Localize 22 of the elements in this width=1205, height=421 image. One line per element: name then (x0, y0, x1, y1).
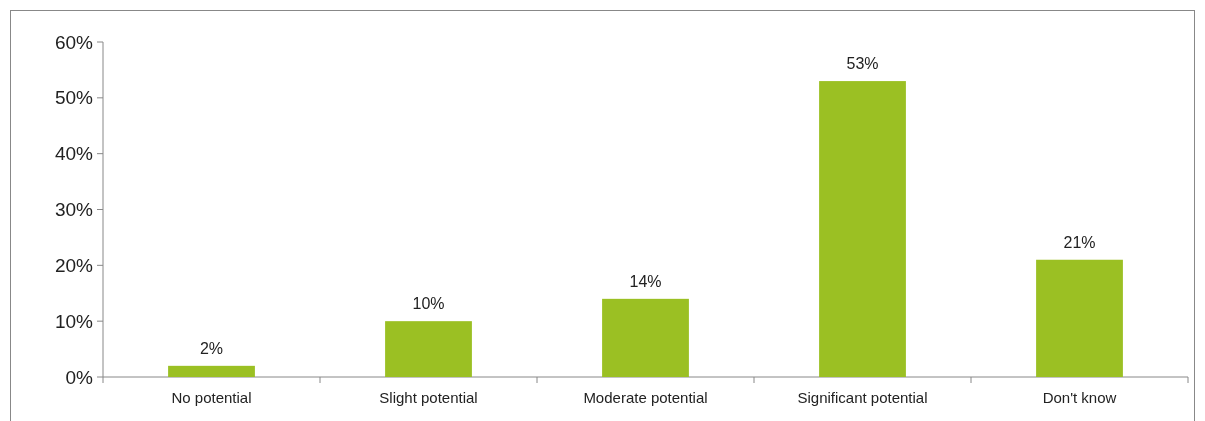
data-label: 2% (199, 339, 224, 357)
x-tick-label: Don't know (1042, 389, 1117, 406)
y-tick-label: 30% (54, 199, 94, 221)
y-tick-label: 60% (54, 31, 94, 53)
x-tick-label: Moderate potential (583, 389, 708, 406)
x-tick-label: Slight potential (379, 389, 478, 406)
y-tick-label: 40% (54, 143, 94, 165)
y-tick-label: 10% (54, 310, 94, 332)
bar (385, 321, 472, 377)
data-label: 10% (412, 295, 445, 313)
y-tick-label: 50% (54, 87, 94, 109)
bar (168, 365, 255, 377)
data-label: 14% (629, 272, 662, 290)
y-tick-label: 20% (54, 254, 94, 276)
bar (602, 298, 689, 377)
data-label: 53% (846, 55, 879, 73)
bar (819, 81, 906, 377)
y-tick-label: 0% (65, 366, 94, 388)
x-tick-label: No potential (171, 389, 252, 406)
x-tick-label: Significant potential (797, 389, 928, 406)
bar (1036, 259, 1123, 377)
data-label: 21% (1063, 233, 1096, 251)
